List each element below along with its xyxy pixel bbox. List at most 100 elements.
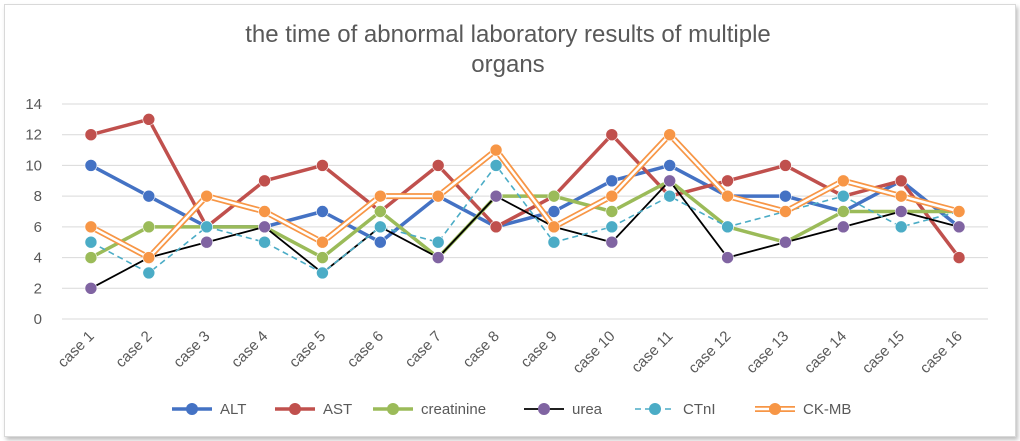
legend-item-creatinine: creatinine [373,401,486,418]
data-point [316,266,329,280]
legend-marker [649,403,661,415]
x-tick-label: case 15 [859,328,908,377]
x-tick-label: case 7 [402,328,445,371]
data-point [374,205,387,218]
data-point [721,174,734,188]
data-point [721,189,734,203]
data-point [258,235,271,249]
data-point [779,189,792,203]
data-point [952,205,966,218]
data-point [142,266,156,280]
data-point [142,220,156,234]
legend-item-ast: AST [275,401,352,418]
data-point [142,113,156,126]
legend-item-ctni: CTnI [635,401,716,418]
series-line [90,179,960,290]
legend: ALT AST creatinine urea CTnI CK-MB [172,401,851,418]
y-tick-label: 0 [34,311,42,328]
data-point [84,220,98,234]
data-point [84,128,98,142]
legend-label: ALT [220,401,246,418]
series-line [90,179,960,260]
y-tick-label: 6 [34,219,42,236]
legend-label: CTnI [683,401,716,418]
data-point [952,251,966,264]
data-point [489,159,503,172]
y-tick-label: 4 [34,250,42,267]
x-tick-label: case 8 [460,328,503,371]
data-point [605,220,619,234]
data-point [605,174,619,188]
series-lines [84,113,966,295]
x-tick-label: case 16 [917,328,966,377]
legend-marker [387,403,399,415]
data-point [779,235,792,249]
data-point [837,189,850,203]
x-tick-label: case 1 [54,328,97,371]
data-point [142,189,156,203]
data-point [431,251,445,264]
x-tick-label: case 2 [112,328,155,371]
legend-marker [186,403,198,415]
x-tick-label: case 9 [517,328,560,371]
data-point [258,220,271,234]
legend-marker [289,403,301,415]
data-point [663,174,676,188]
legend-item-urea: urea [524,401,603,418]
data-point [837,174,850,188]
y-tick-label: 10 [25,157,42,174]
data-point [316,159,329,172]
data-point [84,235,98,249]
y-tick-label: 14 [25,96,42,113]
data-point [952,220,966,234]
data-point [547,205,561,218]
x-tick-label: case 14 [801,328,850,377]
data-point [721,251,734,264]
data-point [837,205,850,218]
x-tick-label: case 11 [628,328,676,376]
data-point [142,251,156,264]
data-point [200,220,213,234]
data-point [721,220,734,234]
data-point [894,205,908,218]
x-tick-label: case 5 [286,328,329,371]
data-point [663,189,676,203]
data-point [489,189,503,203]
data-point [605,205,619,218]
x-tick-label: case 10 [569,328,618,377]
data-point [84,251,98,264]
x-tick-label: case 13 [743,328,792,377]
chart-title-line-2: organs [471,51,544,78]
data-point [605,235,619,249]
x-tick-label: case 12 [685,328,734,377]
data-point [894,220,908,234]
data-point [258,205,271,218]
legend-marker [538,403,550,415]
y-tick-label: 2 [34,280,42,297]
data-point [374,235,387,249]
data-point [431,159,445,172]
data-point [605,128,619,142]
data-point [547,189,561,203]
data-point [374,189,387,203]
series-ck-mb [84,128,966,264]
data-point [200,189,213,203]
chart-title-line-1: the time of abnormal laboratory results … [245,21,771,48]
data-point [489,220,503,234]
data-point [316,235,329,249]
data-point [779,159,792,172]
series-line-inner [90,133,960,259]
x-axis-tick-labels: case 1 case 2 case 3 case 4 case 5 case 6 case… [54,328,965,377]
legend-label: AST [323,401,352,418]
data-point [431,189,445,203]
data-point [84,159,98,172]
legend-marker [769,403,781,415]
data-point [837,220,850,234]
legend-label: urea [572,401,603,418]
x-tick-label: case 6 [344,328,387,371]
data-point [547,220,561,234]
data-point [779,205,792,218]
legend-item-ck-mb: CK-MB [755,401,851,418]
data-point [374,220,387,234]
